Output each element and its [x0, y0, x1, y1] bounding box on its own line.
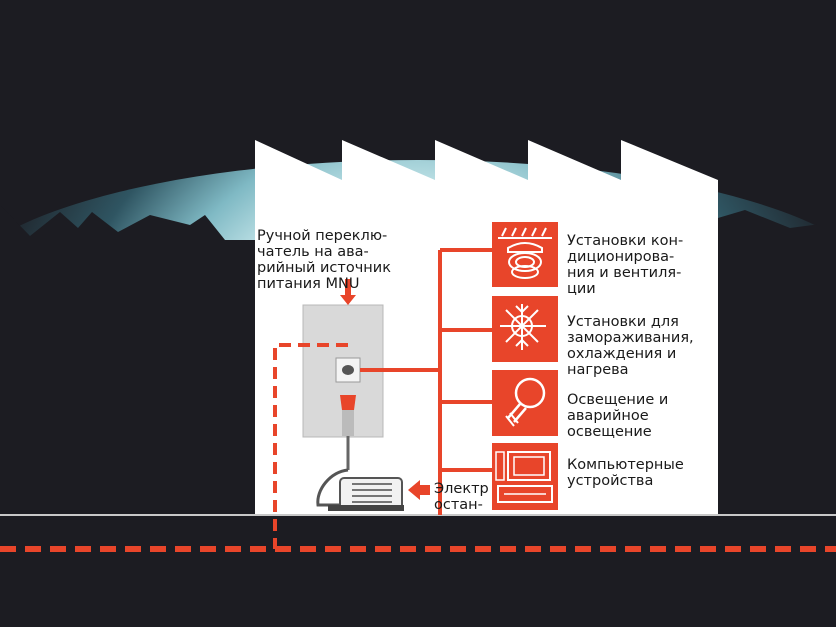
emergency-line — [273, 343, 348, 549]
right-houses-silhouette — [718, 210, 836, 515]
air-conditioning-label: Установки кон- диционирова- ния и вентил… — [567, 233, 684, 297]
computer-icon — [492, 443, 558, 510]
ventilation-icon — [492, 222, 558, 287]
freezing-label: Установки для замораживания, охлаждения … — [567, 314, 694, 378]
snowflake-sun-icon — [492, 296, 558, 362]
left-houses-silhouette — [0, 205, 260, 515]
computers-label: Компьютерные устройства — [567, 457, 684, 489]
generator-label: Электр остан- — [434, 481, 489, 513]
light-bulb-icon — [492, 370, 558, 436]
switch-label: Ручной переклю- чатель на ава- рийный ис… — [257, 228, 391, 292]
switch-knob — [342, 365, 354, 375]
ground — [0, 515, 836, 627]
plug-top — [340, 395, 356, 410]
lighting-label: Освещение и аварийное освещение — [567, 392, 669, 440]
plug-body — [342, 410, 354, 436]
generator-pointer-arrow — [408, 480, 430, 500]
generator-icon — [316, 468, 404, 511]
switch-pointer-arrow — [340, 279, 356, 305]
